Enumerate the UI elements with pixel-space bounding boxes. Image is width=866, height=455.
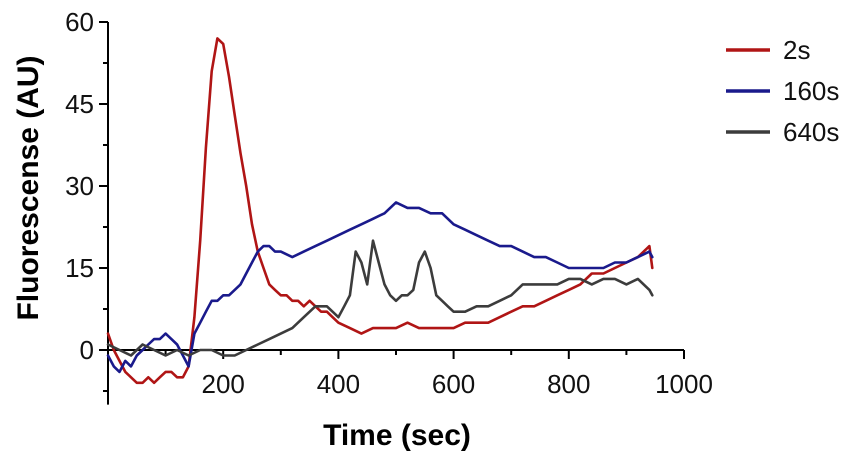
y-tick-label: 60 <box>65 7 94 37</box>
x-tick-label: 600 <box>432 369 475 399</box>
y-tick-label: 0 <box>80 335 94 365</box>
y-axis-title: Fluorescense (AU) <box>12 55 45 320</box>
y-tick-label: 15 <box>65 253 94 283</box>
legend: 2s 160s 640s <box>726 35 839 147</box>
x-tick-label: 200 <box>202 369 245 399</box>
y-tick-label: 30 <box>65 171 94 201</box>
x-tick-label: 400 <box>317 369 360 399</box>
x-tick-label: 800 <box>547 369 590 399</box>
series-line-640s <box>106 239 654 357</box>
series-layer <box>106 37 654 385</box>
legend-label-2s: 2s <box>783 35 810 65</box>
legend-label-640s: 640s <box>783 117 839 147</box>
series-line-160s <box>106 201 654 374</box>
series-line-2s <box>106 37 654 385</box>
x-axis-title: Time (sec) <box>323 419 471 452</box>
y-tick-label: 45 <box>65 89 94 119</box>
x-tick-label: 1000 <box>655 369 713 399</box>
legend-label-160s: 160s <box>783 76 839 106</box>
axes: 0 15 30 45 60 200 400 600 800 1000 <box>65 7 713 405</box>
